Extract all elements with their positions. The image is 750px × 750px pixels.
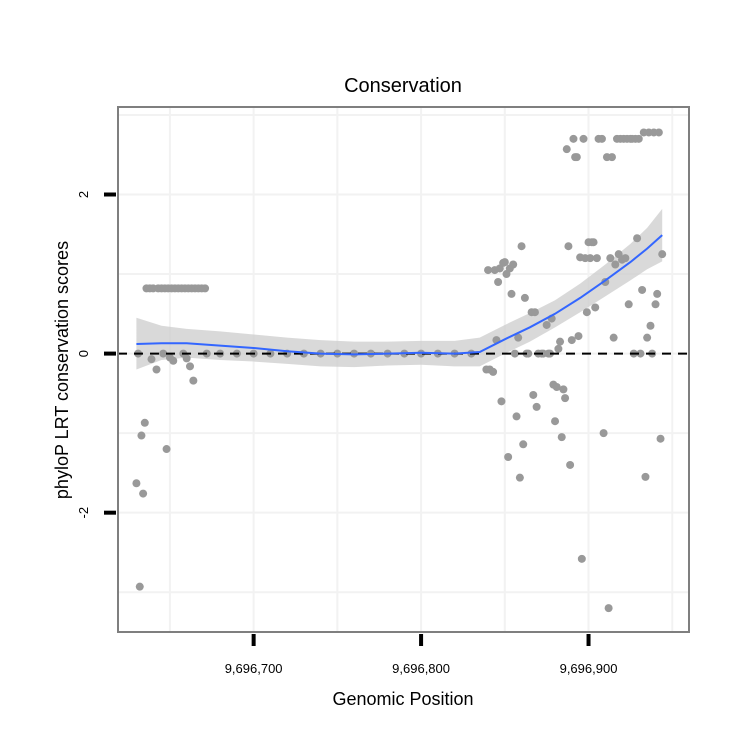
data-point bbox=[562, 145, 571, 154]
data-point bbox=[500, 258, 509, 267]
data-point bbox=[494, 278, 503, 286]
data-point bbox=[579, 134, 588, 143]
y-tick-label: 0 bbox=[76, 350, 91, 357]
data-point bbox=[599, 429, 608, 438]
x-axis: 9,696,700 9,696,800 9,696,900 bbox=[225, 634, 618, 676]
data-point bbox=[529, 390, 538, 399]
data-point bbox=[489, 367, 498, 376]
smooth-fit-line bbox=[136, 234, 663, 356]
data-point bbox=[582, 308, 591, 317]
data-points-layer bbox=[132, 128, 667, 613]
data-point bbox=[551, 417, 560, 426]
data-point bbox=[646, 321, 655, 330]
data-point bbox=[638, 285, 647, 294]
data-point bbox=[510, 349, 519, 358]
data-point bbox=[643, 333, 652, 342]
y-axis: -2 0 2 bbox=[76, 191, 116, 519]
data-point bbox=[137, 431, 146, 440]
data-point bbox=[169, 356, 178, 365]
data-point bbox=[515, 473, 524, 482]
data-point bbox=[552, 383, 561, 391]
data-point bbox=[162, 445, 171, 454]
data-point bbox=[597, 134, 606, 143]
data-point bbox=[484, 266, 493, 275]
data-point bbox=[509, 260, 518, 269]
data-point bbox=[561, 394, 570, 403]
data-point bbox=[132, 479, 141, 488]
data-point bbox=[577, 554, 586, 563]
data-point bbox=[504, 453, 513, 461]
data-point bbox=[651, 300, 660, 309]
data-point bbox=[152, 365, 161, 374]
panel-border bbox=[117, 106, 690, 633]
data-point bbox=[519, 440, 528, 449]
y-axis-title: phyloP LRT conservation scores bbox=[52, 241, 72, 499]
data-point bbox=[530, 308, 539, 317]
data-point bbox=[524, 349, 533, 358]
data-point bbox=[604, 604, 613, 613]
data-point bbox=[586, 254, 595, 263]
chart-title: Conservation bbox=[344, 75, 462, 97]
data-point bbox=[624, 300, 633, 309]
data-point bbox=[517, 242, 526, 251]
data-point bbox=[186, 362, 195, 371]
data-point bbox=[566, 460, 575, 469]
data-point bbox=[567, 336, 576, 345]
data-point bbox=[592, 254, 601, 263]
data-point bbox=[559, 385, 568, 394]
data-point bbox=[512, 412, 521, 421]
data-point bbox=[574, 332, 583, 341]
data-point bbox=[135, 582, 144, 591]
smooth-line-layer bbox=[136, 234, 663, 356]
data-point bbox=[641, 472, 650, 481]
data-point bbox=[140, 418, 149, 427]
data-point bbox=[564, 242, 573, 251]
data-point bbox=[656, 434, 665, 443]
data-point bbox=[182, 354, 191, 363]
data-point bbox=[201, 284, 210, 293]
data-point bbox=[189, 376, 198, 385]
data-point bbox=[634, 134, 643, 143]
data-point bbox=[557, 433, 566, 442]
data-point bbox=[606, 254, 615, 263]
data-point bbox=[658, 250, 667, 259]
data-point bbox=[633, 234, 642, 243]
data-point bbox=[147, 355, 156, 364]
data-point bbox=[554, 344, 563, 353]
data-point bbox=[520, 293, 529, 302]
data-point bbox=[514, 333, 523, 342]
y-tick-label: -2 bbox=[76, 507, 91, 519]
data-point bbox=[654, 128, 663, 137]
data-point bbox=[497, 397, 506, 406]
data-point bbox=[569, 134, 578, 143]
y-tick-label: 2 bbox=[76, 191, 91, 198]
x-tick-label: 9,696,700 bbox=[225, 661, 283, 676]
data-point bbox=[607, 153, 616, 162]
data-point bbox=[556, 337, 565, 346]
data-point bbox=[636, 349, 645, 358]
data-point bbox=[542, 320, 551, 329]
x-axis-title: Genomic Position bbox=[332, 689, 473, 709]
data-point bbox=[589, 238, 598, 247]
data-point bbox=[507, 289, 516, 298]
data-point bbox=[532, 402, 541, 411]
confidence-ribbon bbox=[136, 208, 663, 370]
confidence-ribbon-layer bbox=[136, 208, 663, 370]
data-point bbox=[139, 489, 148, 498]
data-point bbox=[159, 349, 168, 358]
data-point bbox=[653, 289, 662, 298]
x-tick-label: 9,696,900 bbox=[560, 661, 618, 676]
data-point bbox=[609, 333, 618, 342]
data-point bbox=[621, 254, 630, 263]
data-point bbox=[611, 260, 620, 269]
plot-panel bbox=[118, 107, 689, 632]
x-tick-label: 9,696,800 bbox=[392, 661, 450, 676]
data-point bbox=[572, 153, 581, 162]
data-point bbox=[591, 303, 600, 312]
